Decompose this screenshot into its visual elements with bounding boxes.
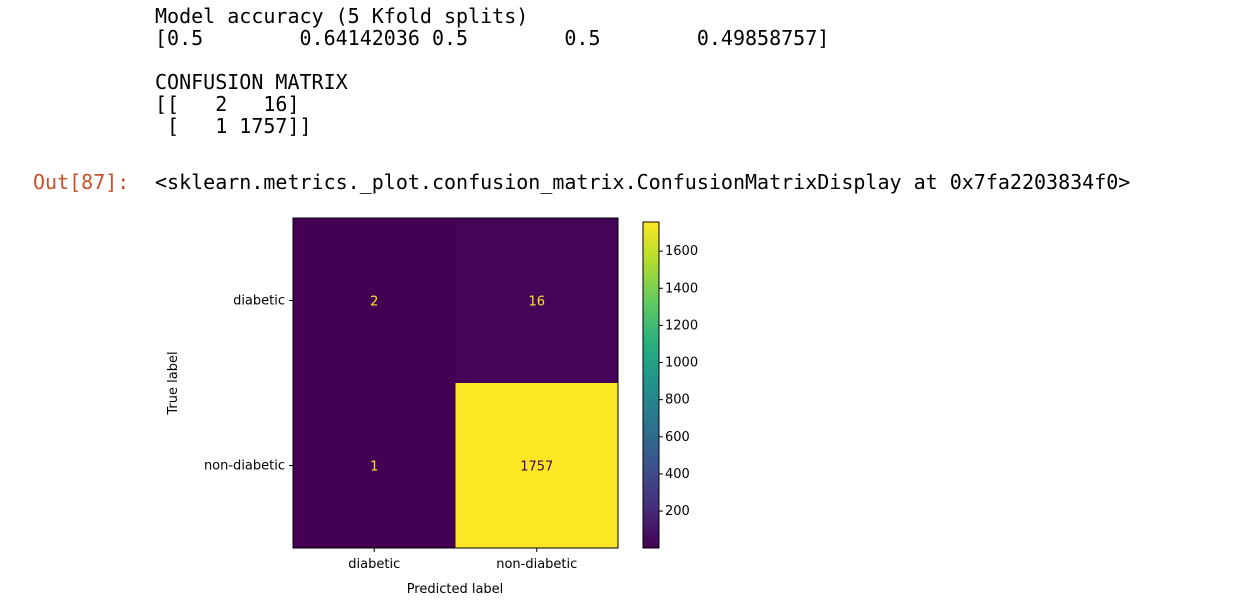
y-axis-title: True label bbox=[166, 351, 181, 415]
heatmap-cell bbox=[293, 218, 456, 383]
cell-value-label: 1 bbox=[370, 460, 378, 475]
y-tick-label: diabetic bbox=[233, 294, 285, 309]
cell-value-label: 16 bbox=[528, 295, 545, 310]
x-tick-label: non-diabetic bbox=[496, 557, 577, 572]
colorbar-tick-label: 600 bbox=[665, 430, 690, 445]
colorbar-tick-label: 400 bbox=[665, 467, 690, 482]
colorbar-tick-label: 1600 bbox=[665, 244, 698, 259]
cell-stdout: Model accuracy (5 Kfold splits) [0.5 0.6… bbox=[155, 5, 829, 137]
stdout-line: [ 1 1757]] bbox=[155, 114, 312, 138]
stdout-line: Model accuracy (5 Kfold splits) bbox=[155, 4, 529, 28]
colorbar-tick-label: 1400 bbox=[665, 281, 698, 296]
stdout-line: CONFUSION MATRIX bbox=[155, 70, 348, 94]
heatmap-cell bbox=[455, 218, 618, 383]
output-repr: <sklearn.metrics._plot.confusion_matrix.… bbox=[155, 170, 1131, 194]
y-tick-label: non-diabetic bbox=[204, 459, 285, 474]
heatmap-cell bbox=[455, 383, 618, 548]
colorbar bbox=[642, 221, 660, 549]
colorbar-tick-label: 200 bbox=[665, 504, 690, 519]
stdout-line: [0.5 0.64142036 0.5 0.5 0.49858757] bbox=[155, 26, 830, 50]
cell-value-label: 2 bbox=[370, 295, 378, 310]
x-axis-title: Predicted label bbox=[407, 582, 504, 597]
colorbar-tick-label: 800 bbox=[665, 393, 690, 408]
out-prompt: Out[87]: bbox=[33, 170, 130, 194]
cell-value-label: 1757 bbox=[520, 460, 553, 475]
heatmap-cell bbox=[293, 383, 456, 548]
stdout-line: [[ 2 16] bbox=[155, 92, 300, 116]
colorbar-tick-label: 1200 bbox=[665, 318, 698, 333]
colorbar-tick-label: 1000 bbox=[665, 356, 698, 371]
x-tick-label: diabetic bbox=[348, 557, 400, 572]
confusion-matrix-figure: 2 16 1 1757 diabetic non-diabetic diabetic no… bbox=[166, 217, 698, 597]
